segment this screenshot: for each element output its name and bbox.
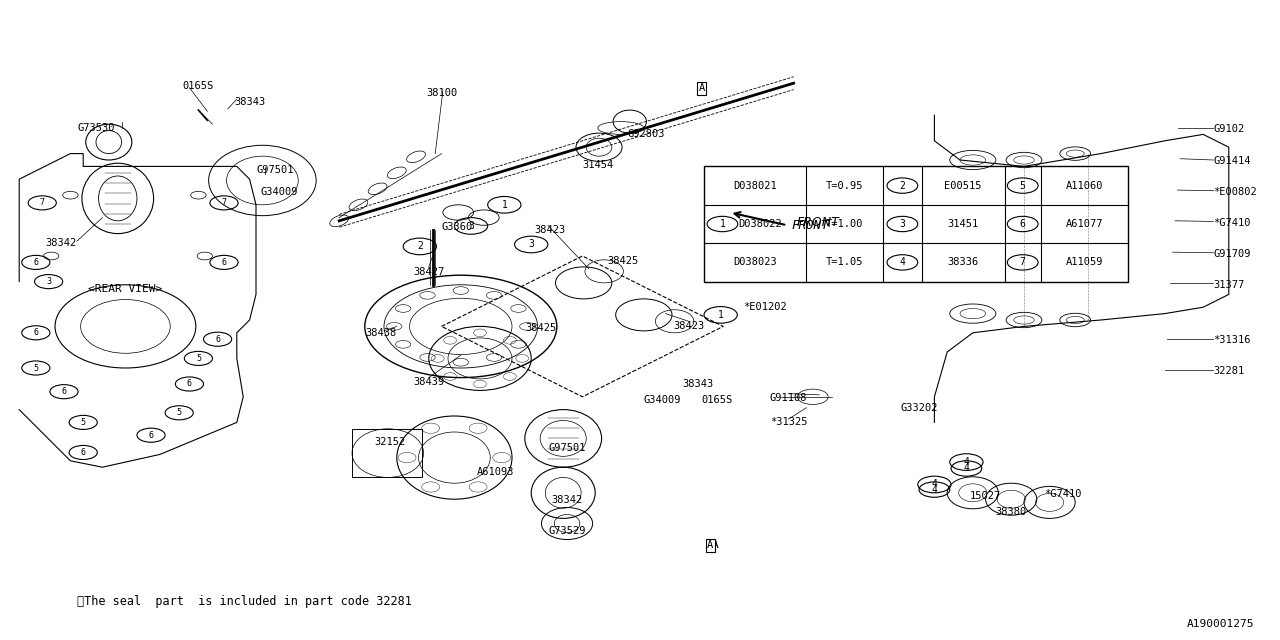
Text: D038023: D038023 — [733, 257, 777, 268]
Text: 32152: 32152 — [375, 436, 406, 447]
Text: 38425: 38425 — [526, 323, 557, 333]
Text: 6: 6 — [215, 335, 220, 344]
Text: A11059: A11059 — [1065, 257, 1103, 268]
Text: *E00802: *E00802 — [1213, 187, 1257, 197]
Text: *E01202: *E01202 — [744, 302, 787, 312]
Text: 1: 1 — [502, 200, 507, 210]
Bar — [704, 166, 1128, 282]
Text: 38342: 38342 — [46, 238, 77, 248]
Text: G73530: G73530 — [77, 123, 115, 133]
Text: T=0.95: T=0.95 — [826, 180, 864, 191]
Text: 15027: 15027 — [970, 491, 1001, 501]
Text: 3: 3 — [529, 239, 534, 250]
Text: 38342: 38342 — [552, 495, 582, 506]
Text: A61093: A61093 — [476, 467, 515, 477]
Text: G33202: G33202 — [900, 403, 938, 413]
Text: E00515: E00515 — [945, 180, 982, 191]
Text: D038021: D038021 — [733, 180, 777, 191]
Text: A61077: A61077 — [1065, 219, 1103, 229]
Text: 38343: 38343 — [682, 379, 713, 389]
Text: 31454: 31454 — [582, 160, 613, 170]
Text: 5: 5 — [81, 418, 86, 427]
Text: 38100: 38100 — [426, 88, 457, 98]
Text: *G7410: *G7410 — [1213, 218, 1251, 228]
Text: FRONT: FRONT — [796, 216, 838, 229]
Text: 0165S: 0165S — [701, 395, 732, 405]
Text: *G7410: *G7410 — [1043, 489, 1082, 499]
Text: A: A — [698, 83, 705, 93]
Text: 38423: 38423 — [535, 225, 566, 236]
Text: G91709: G91709 — [1213, 249, 1251, 259]
Text: 38425: 38425 — [608, 256, 639, 266]
Text: ※The seal  part  is included in part code 32281: ※The seal part is included in part code … — [77, 595, 412, 608]
Text: 3: 3 — [46, 277, 51, 286]
Text: 1: 1 — [719, 219, 726, 229]
Text: 38427: 38427 — [413, 267, 444, 277]
Text: 6: 6 — [1020, 219, 1025, 229]
Text: 3: 3 — [900, 219, 905, 229]
Text: G9102: G9102 — [1213, 124, 1244, 134]
Text: 6: 6 — [33, 258, 38, 267]
Text: *31325: *31325 — [769, 417, 808, 428]
Text: G73529: G73529 — [548, 526, 586, 536]
Text: 5: 5 — [33, 364, 38, 372]
Text: 4: 4 — [932, 479, 937, 490]
Text: 5: 5 — [1020, 180, 1025, 191]
Text: 38380: 38380 — [996, 507, 1027, 517]
Text: 6: 6 — [33, 328, 38, 337]
Text: A190001275: A190001275 — [1187, 619, 1254, 629]
Text: G97501: G97501 — [256, 164, 294, 175]
Text: *31316: *31316 — [1213, 335, 1251, 346]
Text: T=1.05: T=1.05 — [826, 257, 864, 268]
Text: FRONT: FRONT — [791, 219, 828, 232]
Text: 7: 7 — [221, 198, 227, 207]
Text: 5: 5 — [177, 408, 182, 417]
Text: <REAR VIEW>: <REAR VIEW> — [88, 284, 163, 294]
Text: 6: 6 — [81, 448, 86, 457]
Text: 2: 2 — [900, 180, 905, 191]
Text: 7: 7 — [1020, 257, 1025, 268]
Text: 4: 4 — [964, 463, 969, 474]
Text: 0165S: 0165S — [183, 81, 214, 92]
Text: 7: 7 — [40, 198, 45, 207]
Bar — [352, 429, 422, 477]
Text: 38336: 38336 — [947, 257, 979, 268]
Text: G3360: G3360 — [442, 222, 472, 232]
Text: G91414: G91414 — [1213, 156, 1251, 166]
Text: 1: 1 — [718, 310, 723, 320]
Text: G34009: G34009 — [260, 187, 298, 197]
Text: A11060: A11060 — [1065, 180, 1103, 191]
Text: A: A — [712, 540, 719, 550]
Text: 6: 6 — [187, 380, 192, 388]
Text: 5: 5 — [196, 354, 201, 363]
Text: A: A — [708, 540, 713, 550]
Text: G91108: G91108 — [769, 393, 808, 403]
Text: 38343: 38343 — [234, 97, 265, 108]
Text: 2: 2 — [417, 241, 422, 252]
Text: 31451: 31451 — [947, 219, 979, 229]
Text: 4: 4 — [900, 257, 905, 268]
Text: G97501: G97501 — [548, 443, 586, 453]
Text: D038022: D038022 — [739, 219, 782, 229]
Text: 3: 3 — [468, 221, 474, 231]
Text: 31377: 31377 — [1213, 280, 1244, 290]
Text: G34009: G34009 — [643, 395, 681, 405]
Text: 6: 6 — [61, 387, 67, 396]
Text: 38439: 38439 — [413, 377, 444, 387]
Text: 6: 6 — [221, 258, 227, 267]
Text: 38423: 38423 — [673, 321, 704, 332]
Text: T=1.00: T=1.00 — [826, 219, 864, 229]
Text: 38438: 38438 — [366, 328, 397, 338]
Text: A: A — [699, 83, 704, 93]
Text: 6: 6 — [148, 431, 154, 440]
Text: G92803: G92803 — [627, 129, 666, 140]
Text: 4: 4 — [932, 484, 937, 495]
Text: 4: 4 — [964, 457, 969, 467]
Text: 32281: 32281 — [1213, 366, 1244, 376]
